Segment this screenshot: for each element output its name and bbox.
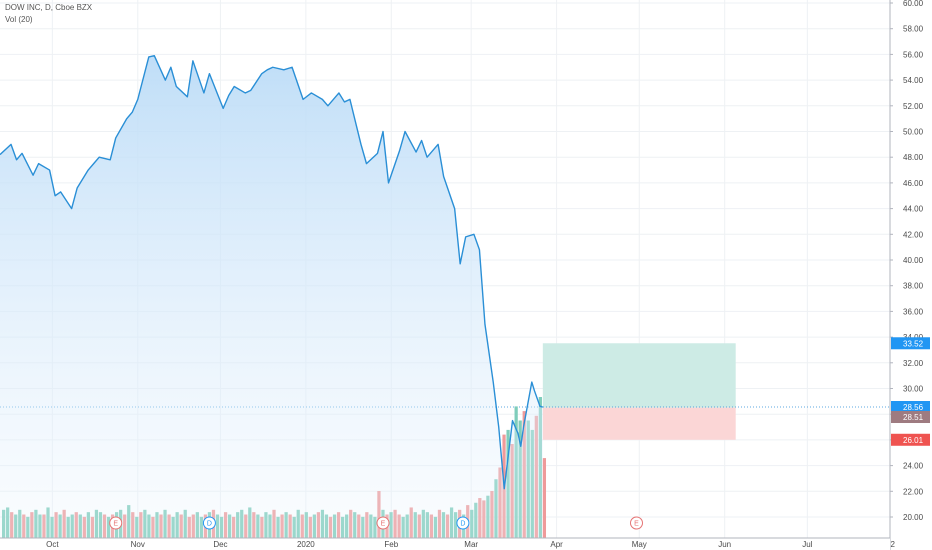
y-tick-label: 48.00 <box>903 153 924 162</box>
x-tick-label: Dec <box>213 540 227 549</box>
time-axis-bg <box>0 538 890 550</box>
x-tick-label: May <box>632 540 647 549</box>
volume-bar <box>542 458 547 538</box>
last-price-badge-label: 28.56 <box>903 403 924 412</box>
target-price-badge[interactable]: 33.52 <box>891 337 930 350</box>
event-letter: D <box>207 521 212 528</box>
earnings-marker[interactable]: E <box>630 516 644 530</box>
last-price-badge-bg <box>891 401 930 414</box>
event-letter: D <box>460 521 465 528</box>
y-tick-label: 40.00 <box>903 256 924 265</box>
dividend-marker[interactable]: D <box>456 516 470 530</box>
profit-zone <box>542 343 736 408</box>
x-tick-label: Jun <box>718 540 731 549</box>
stop-price-badge[interactable]: 26.01 <box>891 433 930 446</box>
y-tick-label: 36.00 <box>903 307 924 316</box>
x-tick-label: 2020 <box>297 540 315 549</box>
price-line[interactable] <box>0 54 543 490</box>
event-letter: E <box>113 521 118 528</box>
volume-legend[interactable]: Vol (20) <box>5 15 33 24</box>
earnings-marker[interactable]: E <box>109 516 123 530</box>
earnings-icon[interactable] <box>630 516 644 530</box>
dividend-icon[interactable] <box>202 516 216 530</box>
last-price-badge[interactable]: 28.56 <box>891 401 930 414</box>
entry-price-badge[interactable]: 28.51 <box>891 411 930 424</box>
price-axis[interactable]: 20.0022.0024.0026.0028.0030.0032.0034.00… <box>889 0 932 550</box>
stop-price-badge-bg <box>891 433 930 446</box>
price-area <box>0 55 543 539</box>
y-tick-label: 38.00 <box>903 282 924 291</box>
x-tick-label: Mar <box>464 540 478 549</box>
dividend-marker[interactable]: D <box>202 516 216 530</box>
target-price-badge-label: 33.52 <box>903 339 924 348</box>
time-axis[interactable]: Oct Nov Dec 2020 Feb Mar Apr May Jun Jul 2 <box>0 537 896 550</box>
x-tick-label: Nov <box>131 540 145 549</box>
y-tick-label: 30.00 <box>903 385 924 394</box>
price-series-line[interactable] <box>0 54 543 490</box>
event-letter: E <box>634 521 639 528</box>
y-tick-label: 46.00 <box>903 179 924 188</box>
y-tick-label: 20.00 <box>903 513 924 522</box>
x-tick-label: Apr <box>550 540 563 549</box>
event-letter: E <box>381 521 386 528</box>
y-tick-label: 60.00 <box>903 0 924 8</box>
position-zones <box>0 343 890 440</box>
y-tick-label: 54.00 <box>903 76 924 85</box>
y-tick-label: 24.00 <box>903 462 924 471</box>
price-axis-bg <box>890 0 932 550</box>
y-tick-label: 32.00 <box>903 359 924 368</box>
dividend-icon[interactable] <box>456 516 470 530</box>
price-area-fill <box>0 55 543 539</box>
earnings-icon[interactable] <box>109 516 123 530</box>
stop-price-badge-label: 26.01 <box>903 436 924 445</box>
x-tick-label: Jul <box>802 540 812 549</box>
y-tick-label: 44.00 <box>903 205 924 214</box>
y-tick-label: 50.00 <box>903 128 924 137</box>
earnings-icon[interactable] <box>376 516 390 530</box>
x-tick-label: Feb <box>384 540 398 549</box>
symbol-legend[interactable]: DOW INC, D, Cboe BZX <box>5 3 93 12</box>
loss-zone <box>542 407 736 440</box>
earnings-marker[interactable]: E <box>376 516 390 530</box>
y-tick-label: 56.00 <box>903 50 924 59</box>
entry-price-badge-label: 28.51 <box>903 413 924 422</box>
y-tick-label: 52.00 <box>903 102 924 111</box>
y-tick-label: 22.00 <box>903 487 924 496</box>
target-price-badge-bg <box>891 337 930 350</box>
x-tick-label: 2 <box>891 540 896 549</box>
x-tick-label: Oct <box>46 540 59 549</box>
y-tick-label: 58.00 <box>903 25 924 34</box>
y-tick-label: 42.00 <box>903 230 924 239</box>
entry-price-badge-bg <box>891 411 930 424</box>
